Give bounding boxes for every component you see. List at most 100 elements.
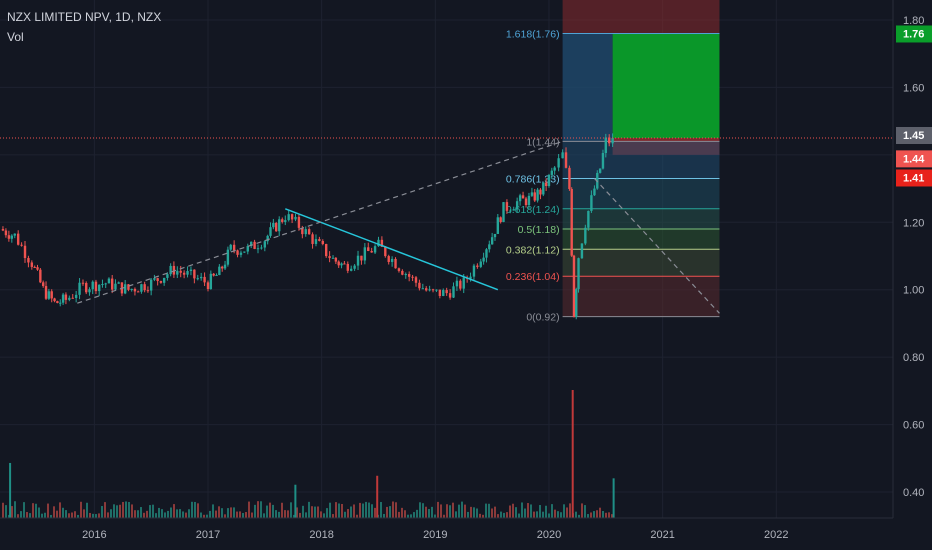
candle-body	[98, 284, 101, 292]
trendline-dashed[interactable]	[593, 178, 720, 314]
candle-body	[407, 274, 411, 277]
x-tick-label: 2016	[82, 529, 106, 541]
volume-bar	[515, 507, 517, 518]
volume-bar	[86, 502, 88, 518]
volume-bar	[167, 510, 169, 518]
candle-body	[249, 241, 253, 246]
candle-body	[325, 244, 328, 257]
volume-bar	[431, 506, 433, 518]
fib-band	[562, 229, 720, 250]
volume-bar	[512, 503, 514, 518]
y-tick-label: 1.80	[903, 15, 924, 27]
candle-body	[64, 294, 68, 300]
volume-bar	[224, 514, 226, 518]
candle-body	[431, 289, 435, 291]
volume-bar	[473, 507, 475, 518]
candle-body	[384, 246, 387, 257]
candle-body	[246, 245, 249, 252]
volume-bar	[608, 512, 610, 518]
candle-body	[104, 283, 107, 285]
volume-bar	[260, 501, 262, 518]
fib-band	[562, 276, 720, 317]
candle-body	[608, 137, 611, 144]
volume-bar	[497, 514, 499, 518]
volume-bar	[449, 505, 451, 518]
volume-bar	[509, 505, 511, 518]
candle-body	[221, 266, 224, 269]
candle-body	[269, 227, 272, 236]
candle-body	[524, 198, 528, 206]
candle-body	[287, 214, 290, 221]
volume-bar	[362, 503, 364, 518]
candle-body	[226, 249, 230, 265]
volume-bar	[533, 511, 535, 518]
candle-body	[297, 216, 301, 228]
volume-bar	[371, 504, 373, 518]
volume-bar	[17, 514, 19, 518]
x-tick-label: 2017	[196, 529, 220, 541]
volume-bar	[521, 502, 523, 518]
volume-bar	[113, 504, 115, 518]
volume-bar	[332, 514, 334, 518]
volume-bar	[293, 514, 295, 518]
volume-bar	[413, 512, 415, 518]
volume-bar	[125, 501, 127, 518]
volume-bar	[188, 509, 190, 518]
volume-bar	[20, 511, 22, 518]
candle-body	[278, 219, 281, 232]
candle-body	[509, 210, 512, 212]
volume-bar	[545, 505, 547, 518]
volume-bar	[89, 512, 91, 518]
candle-body	[229, 244, 232, 250]
volume-bar	[116, 505, 118, 518]
trendline[interactable]	[285, 208, 499, 291]
trendline-dashed[interactable]	[77, 140, 563, 304]
candle-body	[4, 230, 8, 236]
candle-body	[74, 294, 78, 298]
candle-body	[493, 233, 497, 238]
volume-bar	[587, 514, 589, 518]
fib-level-label: 0(0.92)	[526, 312, 559, 324]
volume-bar	[539, 505, 541, 518]
volume-bar	[458, 504, 460, 518]
candle-body	[266, 235, 269, 242]
y-tick-label: 0.80	[903, 352, 924, 364]
volume-bar	[605, 512, 607, 518]
candle-body	[159, 281, 163, 283]
candle-body	[533, 192, 536, 201]
volume-bar	[182, 511, 184, 518]
volume-bar	[62, 507, 64, 518]
candle-body	[598, 168, 602, 173]
candle-body	[373, 246, 377, 253]
candle-body	[397, 268, 401, 271]
candle-body	[71, 297, 74, 299]
volume-bar	[374, 507, 376, 518]
candle-body	[411, 276, 414, 278]
candle-body	[117, 282, 120, 284]
candle-body	[459, 280, 462, 289]
volume-bar	[551, 504, 553, 518]
candle-body	[186, 271, 189, 275]
volume-bar	[398, 511, 400, 518]
volume-bar	[335, 502, 337, 518]
volume-bar	[503, 512, 505, 518]
candle-body	[304, 229, 307, 235]
volume-bar	[227, 508, 229, 518]
volume-bar	[32, 503, 34, 518]
candle-body	[414, 277, 418, 283]
volume-bar	[314, 506, 316, 518]
volume-bar	[383, 513, 385, 518]
candle-body	[544, 182, 548, 187]
candle-body	[146, 290, 150, 292]
candle-body	[182, 272, 186, 275]
volume-bar	[74, 511, 76, 518]
candle-body	[85, 283, 88, 293]
x-tick-label: 2022	[764, 529, 788, 541]
candle-body	[547, 174, 551, 187]
candle-body	[110, 278, 114, 290]
volume-spike	[571, 390, 574, 518]
candle-body	[153, 278, 156, 280]
candle-body	[575, 289, 578, 317]
volume-bar	[191, 501, 193, 518]
